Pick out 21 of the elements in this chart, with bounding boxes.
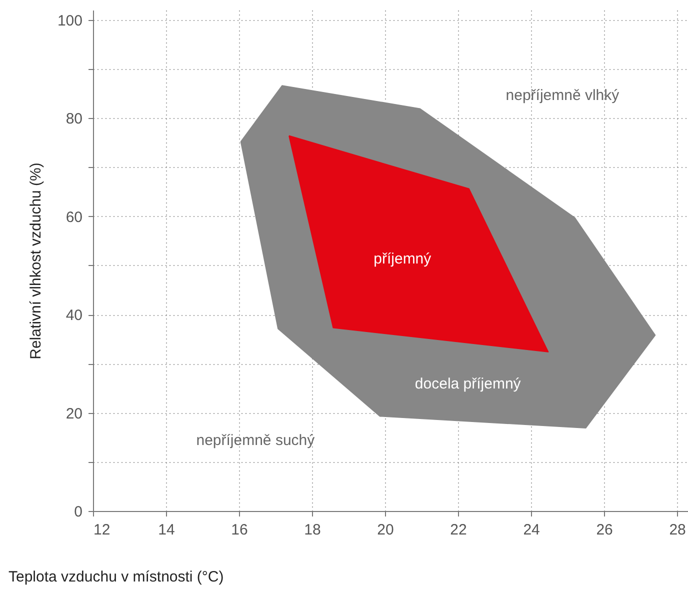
x-tick-label: 24 (523, 522, 540, 538)
x-tick-label: 28 (669, 522, 686, 538)
annotation: docela příjemný (414, 376, 522, 393)
annotation: příjemný (374, 250, 432, 268)
x-tick-label: 14 (158, 522, 175, 538)
x-tick-label: 18 (304, 522, 321, 538)
annotation: nepříjemně suchý (196, 432, 316, 449)
annotation: nepříjemně vlhký (506, 87, 620, 104)
y-tick-label: 40 (66, 307, 82, 324)
x-tick-label: 12 (94, 522, 110, 538)
y-tick-label: 100 (57, 12, 82, 30)
y-axis-title: Relativní vlhkost vzduchu (%) (27, 162, 44, 360)
x-tick-label: 16 (231, 522, 248, 538)
y-tick-label: 80 (66, 110, 82, 128)
x-tick-label: 26 (596, 522, 613, 538)
y-tick-label: 20 (66, 405, 82, 422)
x-axis-title: Teplota vzduchu v místnosti (°C) (8, 568, 224, 586)
y-tick-label: 0 (74, 504, 82, 520)
x-tick-label: 22 (450, 522, 467, 538)
y-tick-label: 60 (66, 208, 82, 226)
x-tick-label: 20 (377, 522, 394, 538)
